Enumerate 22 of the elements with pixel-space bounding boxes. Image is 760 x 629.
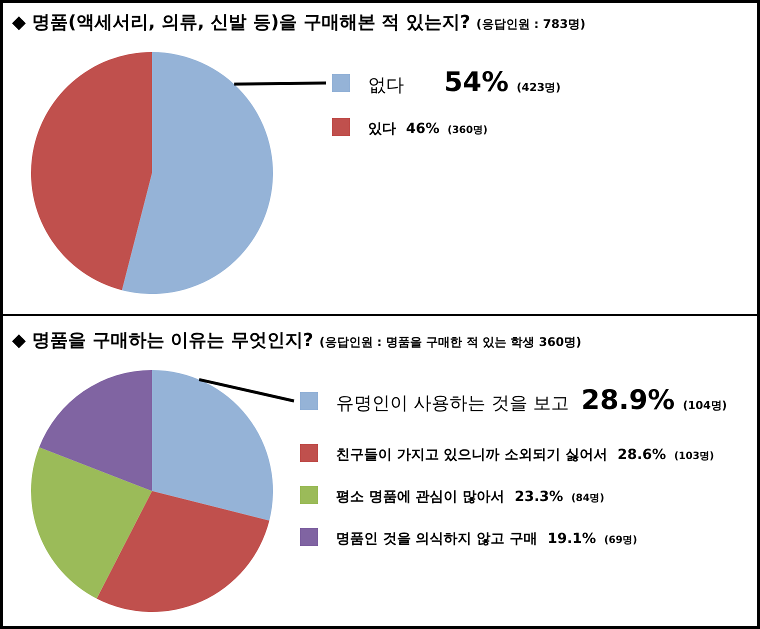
legend-label: 유명인이 사용하는 것을 보고	[336, 393, 570, 414]
data-label: 46% (360명)	[406, 121, 488, 137]
pie-slice	[122, 52, 273, 294]
chart-subtitle: (응답인원 : 783명)	[476, 17, 586, 31]
chart-title: ◆ 명품(액세서리, 의류, 신발 등)을 구매해본 적 있는지?	[12, 12, 470, 33]
legend-label: 명품인 것을 의식하지 않고 구매	[336, 531, 538, 547]
pie-slice	[31, 447, 152, 599]
data-label: 23.3% (84명)	[514, 489, 604, 505]
pie-slice	[39, 370, 152, 491]
data-label: 28.9% (104명)	[581, 385, 727, 416]
pie-slice	[152, 370, 273, 521]
legend-label: 친구들이 가지고 있으니까 소외되기 싫어서	[336, 447, 608, 463]
legend-label: 평소 명품에 관심이 많아서	[336, 489, 505, 505]
chart-title: ◆ 명품을 구매하는 이유는 무엇인지?	[12, 330, 314, 351]
data-label: 28.6% (103명)	[618, 447, 714, 463]
pie-slice	[96, 491, 270, 612]
pie-slice	[31, 52, 152, 290]
chart-subtitle: (응답인원 : 명품을 구매한 적 있는 학생 360명)	[319, 335, 582, 349]
legend-label: 없다	[368, 75, 404, 96]
data-label: 19.1% (69명)	[548, 531, 638, 547]
data-label: 54% (423명)	[444, 67, 561, 98]
legend-label: 있다	[368, 121, 396, 137]
